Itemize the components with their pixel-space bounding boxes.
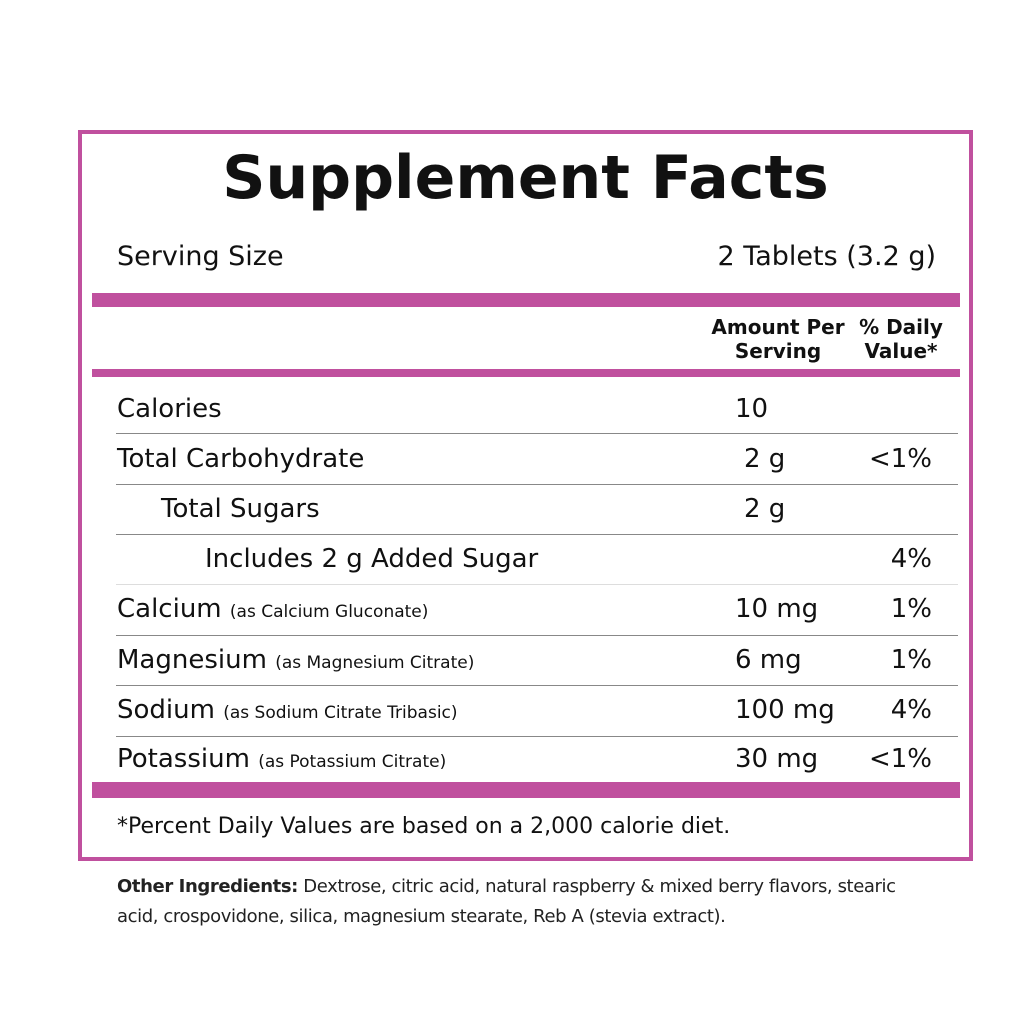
footnote: *Percent Daily Values are based on a 2,0… [117, 814, 731, 839]
ingredients-text: Dextrose, citric acid, natural raspberry… [117, 876, 896, 927]
amount: 2 g [744, 444, 786, 474]
nutrient-name: Total Carbohydrate [117, 444, 365, 474]
row-rule [116, 685, 958, 686]
nutrient-row: Includes 2 g Added Sugar 4% [0, 534, 1024, 584]
nutrient-name: Includes 2 g Added Sugar [205, 544, 539, 574]
row-rule [116, 584, 958, 585]
nutrient-name: Magnesium [117, 645, 267, 675]
nutrient-name: Total Sugars [161, 494, 320, 524]
daily-value: 4% [890, 695, 932, 725]
daily-value: <1% [868, 444, 932, 474]
nutrient-source: (as Sodium Citrate Tribasic) [223, 703, 458, 723]
nutrient-source: (as Calcium Gluconate) [229, 602, 429, 622]
other-ingredients: Other Ingredients: Dextrose, citric acid… [117, 872, 917, 932]
nutrient-source: (as Potassium Citrate) [258, 752, 447, 772]
nutrient-row: Magnesium (as Magnesium Citrate) 6 mg 1% [0, 635, 1024, 685]
ingredients-label: Other Ingredients: [117, 876, 298, 897]
nutrient-source: (as Magnesium Citrate) [275, 653, 475, 673]
amount: 6 mg [735, 645, 802, 675]
serving-size-value: 2 Tablets (3.2 g) [717, 241, 936, 272]
daily-value: <1% [868, 744, 932, 774]
thick-bar [92, 782, 960, 798]
nutrient-row: Calcium (as Calcium Gluconate) 10 mg 1% [0, 584, 1024, 634]
medium-bar [92, 369, 960, 377]
amount: 10 mg [735, 594, 819, 624]
panel-title: Supplement Facts [222, 143, 829, 213]
row-rule [116, 635, 958, 636]
amount-header: Amount Per Serving [711, 315, 845, 363]
daily-value: 4% [890, 544, 932, 574]
daily-value: 1% [890, 645, 932, 675]
nutrient-name: Calories [117, 394, 222, 424]
thick-bar [92, 293, 960, 307]
amount: 2 g [744, 494, 786, 524]
row-rule [116, 433, 958, 434]
amount: 10 [735, 394, 769, 424]
amount: 30 mg [735, 744, 819, 774]
nutrient-name: Calcium [117, 594, 222, 624]
nutrient-row: Calories 10 [0, 384, 1024, 434]
nutrient-name: Potassium [117, 744, 250, 774]
nutrient-row: Sodium (as Sodium Citrate Tribasic) 100 … [0, 685, 1024, 735]
nutrient-row: Total Carbohydrate 2 g <1% [0, 434, 1024, 484]
facts-panel [78, 130, 973, 861]
daily-value: 1% [890, 594, 932, 624]
amount: 100 mg [735, 695, 835, 725]
daily-value-header: % Daily Value* [859, 315, 943, 363]
nutrient-name: Sodium [117, 695, 215, 725]
row-rule [116, 534, 958, 535]
nutrient-row: Total Sugars 2 g [0, 484, 1024, 534]
serving-size-label: Serving Size [117, 241, 284, 272]
row-rule [116, 736, 958, 737]
row-rule [116, 484, 958, 485]
nutrient-row: Potassium (as Potassium Citrate) 30 mg <… [0, 734, 1024, 784]
